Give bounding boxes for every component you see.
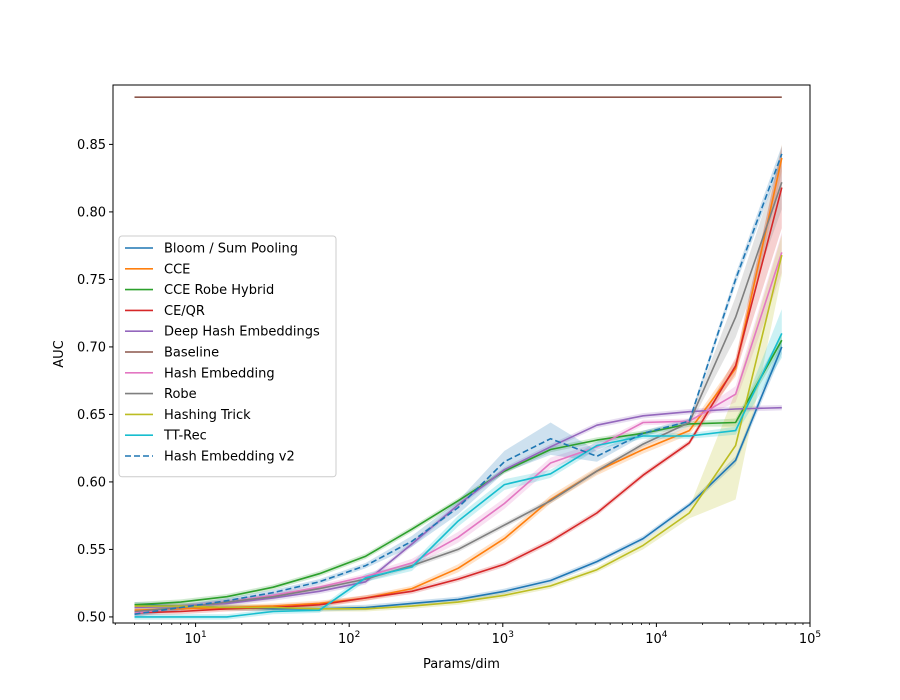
legend-label: CE/QR	[164, 304, 205, 319]
x-tick-base: 10	[184, 632, 201, 647]
series-lines	[134, 96, 783, 618]
x-tick-label: 104	[645, 630, 668, 647]
series-line	[134, 333, 783, 618]
y-tick-label: 0.50	[77, 610, 106, 625]
y-axis-label: AUC	[52, 340, 67, 368]
x-tick-label: 103	[492, 630, 514, 647]
legend-label: TT-Rec	[163, 429, 207, 444]
x-tick-base: 10	[645, 632, 662, 647]
legend-label: Robe	[164, 387, 197, 402]
plot-area-frame	[112, 84, 811, 624]
legend-box	[118, 235, 337, 478]
series-line	[134, 153, 783, 615]
y-tick-label: 0.70	[77, 340, 106, 355]
series-line	[134, 339, 783, 606]
y-tick-label: 0.80	[77, 205, 106, 220]
legend-label: Deep Hash Embeddings	[164, 325, 320, 340]
x-tick-base: 10	[338, 632, 355, 647]
series-line	[134, 181, 783, 613]
legend-label: Hashing Trick	[164, 408, 251, 423]
legend-label: CCE	[164, 262, 190, 277]
x-tick-base: 10	[492, 632, 509, 647]
legend-label: Hash Embedding	[164, 366, 275, 381]
legend-label: CCE Robe Hybrid	[164, 283, 274, 298]
y-tick-label: 0.85	[77, 138, 106, 153]
legend-label: Baseline	[164, 346, 219, 361]
x-tick-label: 102	[338, 630, 360, 647]
series-line	[134, 254, 783, 610]
y-tick-label: 0.75	[77, 273, 106, 288]
x-tick-label: 105	[799, 630, 821, 647]
confidence-bands	[134, 144, 782, 620]
x-tick-base: 10	[799, 632, 816, 647]
legend-label: Bloom / Sum Pooling	[164, 242, 298, 257]
y-tick-label: 0.65	[77, 408, 106, 423]
series-line	[134, 187, 783, 614]
y-tick-label: 0.60	[77, 475, 106, 490]
x-tick-exponent: 5	[815, 630, 821, 640]
x-tick-exponent: 3	[508, 630, 514, 640]
x-tick-label: 101	[184, 630, 206, 647]
y-tick-label: 0.55	[77, 543, 106, 558]
series-line	[134, 406, 782, 609]
legend: Bloom / Sum Pooling CCE CCE Robe Hybrid CE/…	[118, 235, 337, 478]
legend-label: Hash Embedding v2	[164, 450, 295, 465]
x-axis-ticks: 101 102 103 104 105	[114, 623, 821, 647]
y-axis-ticks: 0.50 0.55 0.60 0.65 0.70 0.75 0.80 0.85	[77, 138, 113, 625]
x-tick-exponent: 4	[662, 630, 668, 640]
confidence-band	[134, 232, 782, 616]
x-axis-label: Params/dim	[423, 657, 500, 672]
x-tick-exponent: 2	[355, 630, 361, 640]
x-tick-exponent: 1	[201, 630, 207, 640]
